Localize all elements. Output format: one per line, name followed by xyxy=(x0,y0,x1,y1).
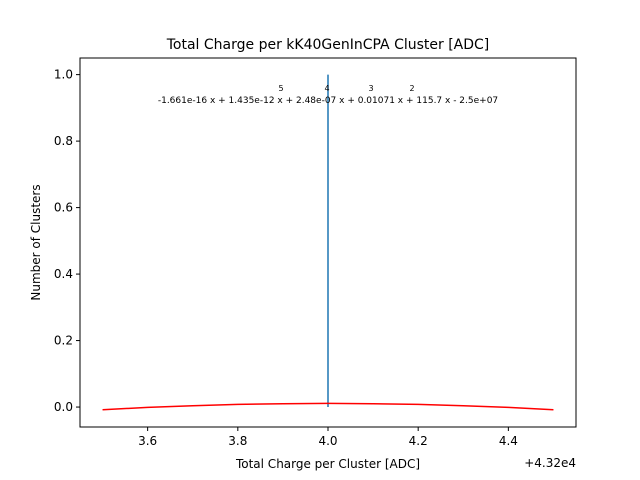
fit-exponent-label: 4 xyxy=(324,84,329,93)
x-tick-label: 4.2 xyxy=(409,434,428,448)
fit-exponent-label: 2 xyxy=(409,84,414,93)
y-tick-label: 1.0 xyxy=(54,68,73,82)
x-axis-offset-label: +4.32e4 xyxy=(524,456,576,470)
x-axis-label: Total Charge per Cluster [ADC] xyxy=(235,457,420,471)
x-tick-label: 4.0 xyxy=(318,434,337,448)
fit-exponent-label: 5 xyxy=(278,84,283,93)
x-tick-label: 4.4 xyxy=(499,434,518,448)
x-tick-label: 3.8 xyxy=(228,434,247,448)
fit-curve-line xyxy=(102,402,554,411)
y-tick-label: 0.4 xyxy=(54,267,73,281)
chart-title: Total Charge per kK40GenInCPA Cluster [A… xyxy=(166,37,490,53)
y-axis-ticks: 0.0 0.2 0.4 0.6 0.8 1.0 xyxy=(54,68,80,414)
y-tick-label: 0.0 xyxy=(54,400,73,414)
fit-equation: -1.661e-16 x + 1.435e-12 x + 2.48e-07 x … xyxy=(158,84,498,106)
fit-equation-text: -1.661e-16 x + 1.435e-12 x + 2.48e-07 x … xyxy=(158,96,498,106)
y-tick-label: 0.2 xyxy=(54,334,73,348)
x-tick-label: 3.6 xyxy=(138,434,157,448)
y-tick-label: 0.6 xyxy=(54,201,73,215)
y-axis-label: Number of Clusters xyxy=(29,184,43,300)
plot-area xyxy=(102,74,554,411)
fit-exponent-label: 3 xyxy=(368,84,373,93)
x-axis-ticks: 3.6 3.8 4.0 4.2 4.4 xyxy=(138,427,518,448)
y-tick-label: 0.8 xyxy=(54,134,73,148)
